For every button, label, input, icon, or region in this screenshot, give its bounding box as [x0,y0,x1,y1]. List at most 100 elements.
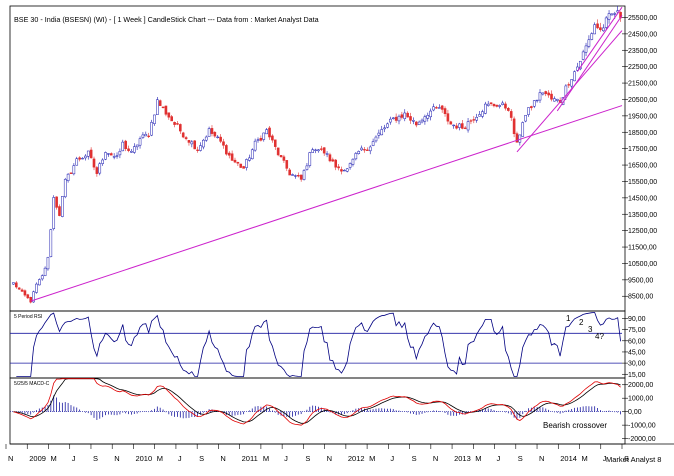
candle-body [227,152,231,156]
candle-body [366,149,369,151]
candle-body [305,165,309,170]
candle-body [322,147,326,154]
candle-body [101,159,104,164]
x-tick-label: S [199,454,204,463]
x-tick-label: N [539,454,544,463]
rsi-y-tick-label: 45,00 [628,349,646,356]
candle-body [593,24,596,35]
candle-body [40,275,44,280]
candle-body [245,159,248,168]
rsi-y-tick-label: 60,00 [628,338,646,345]
macd-y-tick-label: -2000,00 [628,436,656,443]
candle-body [604,17,608,28]
candle-body [314,149,317,151]
rsi-annotation-3: 3 [588,325,593,334]
candle-body [328,154,332,162]
x-tick-label: N [8,454,13,463]
candle-body [176,123,179,125]
x-tick-label: S [93,454,98,463]
candle-body [334,159,338,168]
candle-body [32,291,35,303]
candle-body [118,151,122,156]
candle-body [29,297,33,303]
price-y-tick-label: 23500,00 [628,48,657,55]
x-tick-label: N [220,454,225,463]
x-tick-label: M [50,454,56,463]
x-tick-label: M [475,454,481,463]
candle-body [49,229,53,257]
price-y-tick-label: 18500,00 [628,130,657,137]
candle-body [429,110,432,118]
candle-body [294,175,297,177]
candle-body [518,134,522,143]
candle-body [351,158,355,165]
candle-body [455,125,458,129]
candle-body [81,157,84,160]
candle-body [115,155,119,157]
candle-body [391,117,395,119]
candle-body [271,135,274,141]
candle-body [26,294,30,299]
candle-body [72,165,76,175]
candle-body [213,132,217,137]
candle-body [406,112,409,118]
candle-body [345,168,349,172]
candlesticks [12,5,622,304]
candle-body [340,169,343,172]
candle-body [504,103,507,109]
candle-body [541,92,545,95]
trendline [556,15,623,112]
candle-body [466,121,470,131]
candle-body [202,139,205,148]
candle-body [400,114,404,118]
candle-body [308,152,312,166]
candle-body [348,163,352,168]
candle-body [417,121,421,125]
candle-body [253,140,257,151]
candle-body [156,99,159,115]
candle-body [440,105,444,110]
candle-body [288,169,291,176]
candle-body [173,122,176,125]
candle-body [167,112,171,118]
candle-body [486,103,490,106]
candle-body [343,169,346,172]
candle-body [553,98,556,102]
candle-body [276,147,280,156]
x-tick-label: S [518,454,523,463]
price-y-tick-label: 24500,00 [628,31,657,38]
rsi-annotation-2: 2 [579,318,584,327]
candle-body [179,124,182,132]
candle-body [501,102,504,105]
price-y-tick-label: 19500,00 [628,113,657,120]
x-tick-label: 2011 [242,454,258,463]
candle-body [150,122,153,136]
candle-body [507,107,510,111]
x-tick-label: N [114,454,119,463]
candle-body [555,98,559,101]
candle-body [524,115,527,122]
candle-body [380,129,384,136]
candle-body [394,116,398,121]
trendline [516,30,623,153]
candle-body [610,13,614,16]
candle-body [225,145,228,155]
candle-body [15,282,18,288]
candle-body [354,153,358,160]
candle-body [256,139,260,141]
candle-body [478,114,481,117]
candle-body [233,159,237,163]
price-y-tick-label: 15500,00 [628,179,657,186]
candle-body [285,160,289,169]
candle-body [550,93,553,100]
candle-body [164,105,168,115]
macd-label: 5/25/5 MACD-C [14,381,50,387]
candle-body [12,282,15,285]
candle-body [570,79,573,87]
x-axis: N 2009 M J S N 2010 M J S N 2011 M J S N 2012 M J S N 2013 M J S… [5,444,629,463]
trendline [30,105,623,302]
candle-body [130,151,133,153]
candle-body [544,91,548,95]
x-tick-label: J [284,454,288,463]
candle-body [107,153,110,155]
